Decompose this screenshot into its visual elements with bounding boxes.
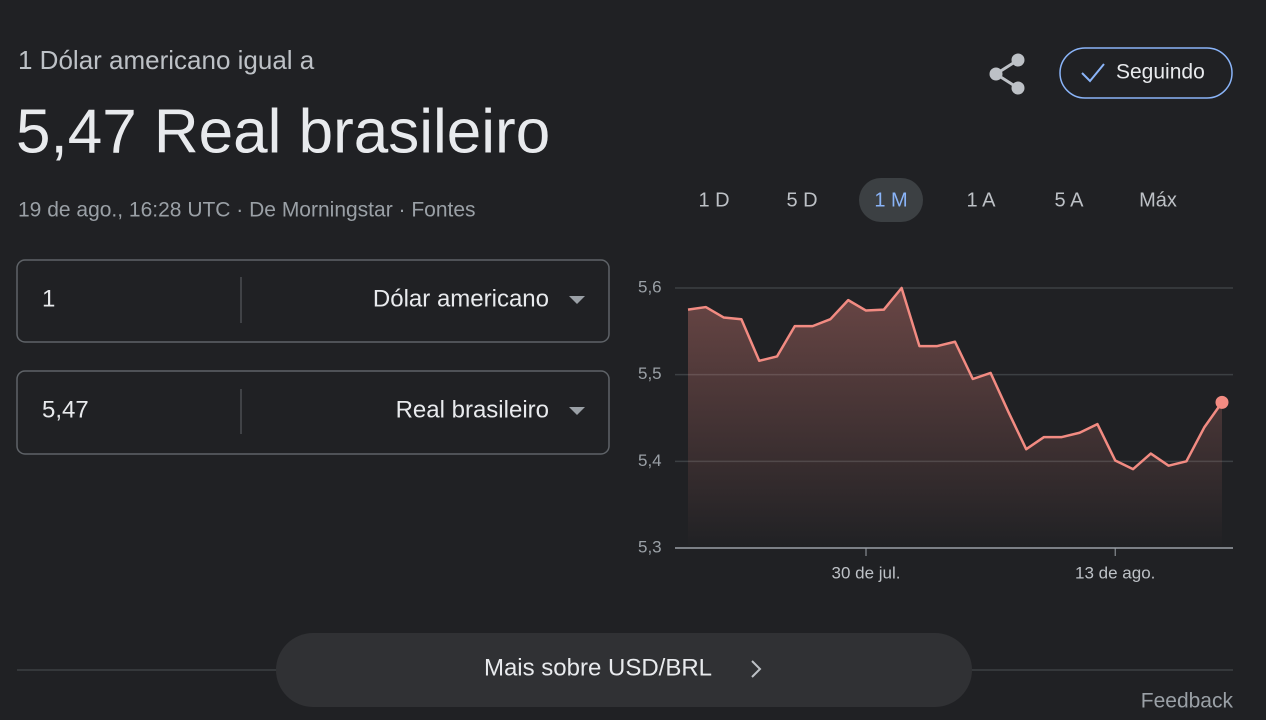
chevron [751,660,762,678]
range-label: Máx [1139,189,1177,211]
range-label: 5 D [786,189,817,211]
share-icon[interactable] [989,53,1025,95]
range-tab[interactable]: 1 A [967,189,997,211]
x-tick-label: 30 de jul. [832,563,901,582]
input-box [16,259,610,343]
last-point [1215,395,1229,409]
follow-border [1059,47,1233,99]
share-lines [993,58,1019,90]
range-label: 1 A [967,189,997,211]
more-bg [276,633,972,707]
dropdown-arrow [569,407,585,415]
converter-from[interactable]: 1 Dólar americano [16,259,610,343]
follow-button[interactable]: Seguindo [1059,47,1233,99]
x-tick-label: 13 de ago. [1075,563,1155,582]
range-tabs: 1 D 5 D 1 M 1 A 5 A Máx [698,178,1177,222]
range-label: 1 M [874,189,907,211]
y-tick-label: 5,6 [638,277,662,296]
amount: 1 [42,285,55,312]
line [687,286,1224,471]
y-tick-label: 5,4 [638,451,662,470]
dropdown-arrow [569,296,585,304]
amount: 5,47 [42,396,89,423]
range-label: 5 A [1055,189,1085,211]
area [688,288,1222,548]
y-tick-label: 5,5 [638,364,662,383]
meta: 19 de ago., 16:28 UTC · De Morningstar ·… [18,199,476,222]
feedback-link[interactable]: Feedback [1141,690,1234,713]
y-tick-label: 5,3 [638,537,662,556]
currency: Dólar americano [373,285,549,312]
range-label: 1 D [698,189,729,211]
currency: Real brasileiro [396,396,549,423]
more-label: Mais sobre USD/BRL [484,654,712,681]
range-tab[interactable]: 5 A [1055,189,1085,211]
more-button[interactable]: Mais sobre USD/BRL [276,633,972,707]
title: 5,47 Real brasileiro [16,97,550,166]
chart: 5,3 5,4 5,5 5,6 30 de jul. 13 de ago. [638,277,1233,582]
subtitle: 1 Dólar americano igual a [18,45,315,75]
input-box [16,370,610,455]
range-tab[interactable]: 1 D [698,189,729,211]
range-tab[interactable]: 5 D [786,189,817,211]
follow-label: Seguindo [1116,61,1205,84]
range-active-bg [859,178,923,222]
check-icon [1081,63,1105,83]
converter-to[interactable]: 5,47 Real brasileiro [16,370,610,455]
range-tab[interactable]: Máx [1139,189,1177,211]
range-tab[interactable]: 1 M [859,178,923,222]
